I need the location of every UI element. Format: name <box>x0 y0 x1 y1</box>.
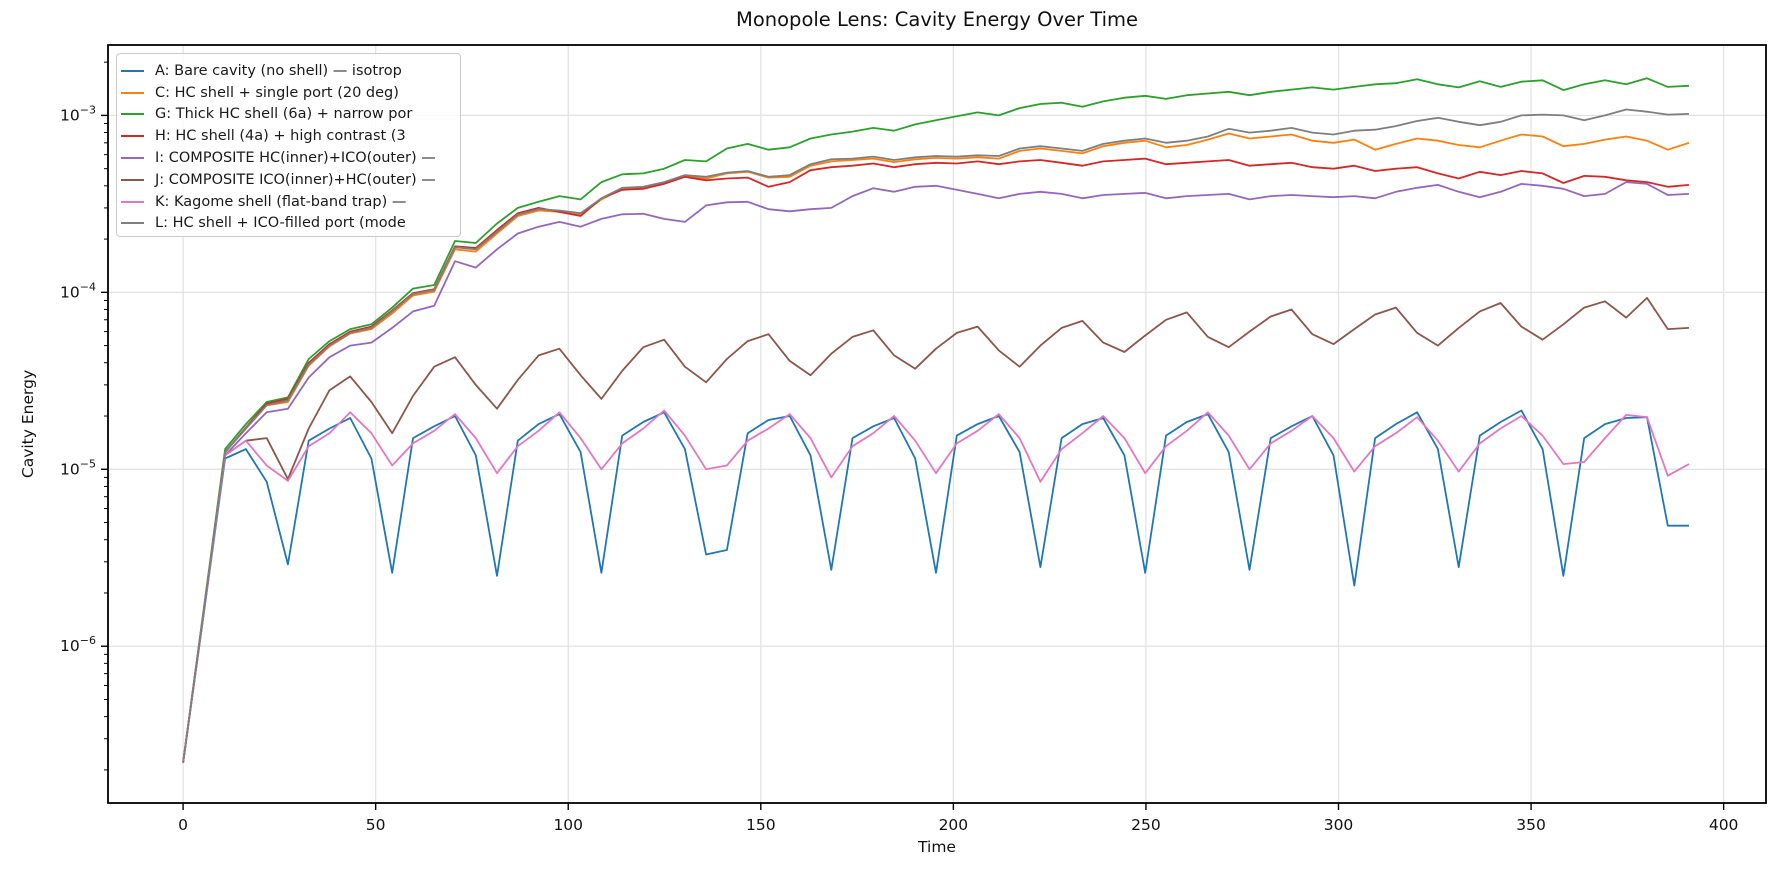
plot-border <box>107 44 1767 804</box>
x-tick-label: 100 <box>553 816 583 834</box>
legend: A: Bare cavity (no shell) — isotrop C: HC… <box>116 53 461 237</box>
legend-item: K: Kagome shell (flat-band trap) — <box>121 191 460 213</box>
legend-label: H: HC shell (4a) + high contrast (3 <box>155 128 406 145</box>
legend-swatch-h <box>121 135 144 138</box>
legend-label: L: HC shell + ICO-filled port (mode <box>155 215 406 232</box>
legend-item: I: COMPOSITE HC(inner)+ICO(outer) — <box>121 147 460 169</box>
legend-item: J: COMPOSITE ICO(inner)+HC(outer) — <box>121 169 460 191</box>
series-line-j <box>182 296 1690 763</box>
y-tick-label: 10−3 <box>60 103 96 124</box>
legend-label: J: COMPOSITE ICO(inner)+HC(outer) — <box>155 171 436 188</box>
legend-swatch-j <box>121 178 144 181</box>
legend-label: A: Bare cavity (no shell) — isotrop <box>155 62 402 79</box>
legend-swatch-i <box>121 157 144 160</box>
legend-label: I: COMPOSITE HC(inner)+ICO(outer) — <box>155 150 436 167</box>
x-tick-label: 200 <box>939 816 969 834</box>
x-tick-label: 0 <box>178 816 188 834</box>
tick-labels: 0 50 100 150 200 250 300 350 400 10−6 10−5 10−4 10−3 <box>60 103 1738 834</box>
legend-item: L: HC shell + ICO-filled port (mode <box>121 213 460 235</box>
y-tick-label: 10−5 <box>60 457 96 478</box>
series-line-l <box>182 108 1690 763</box>
x-tick-label: 150 <box>746 816 776 834</box>
legend-item: C: HC shell + single port (20 deg) <box>121 82 460 104</box>
legend-label: C: HC shell + single port (20 deg) <box>155 84 399 101</box>
series-line-c <box>182 132 1690 763</box>
axis-ticks <box>101 61 1725 810</box>
series-line-a <box>182 409 1689 763</box>
chart-title: Monopole Lens: Cavity Energy Over Time <box>736 8 1138 31</box>
legend-label: K: Kagome shell (flat-band trap) — <box>155 193 407 210</box>
legend-item: A: Bare cavity (no shell) — isotrop <box>121 60 460 82</box>
series-line-g <box>182 77 1690 763</box>
y-axis-label: Cavity Energy <box>19 369 37 479</box>
legend-swatch-a <box>121 69 144 72</box>
legend-swatch-c <box>121 91 144 94</box>
x-tick-label: 50 <box>366 816 386 834</box>
x-axis-label: Time <box>918 838 956 856</box>
y-tick-label: 10−4 <box>60 280 96 301</box>
gridlines <box>108 45 1766 803</box>
series-lines <box>182 77 1690 763</box>
series-line-k <box>182 409 1690 763</box>
legend-swatch-l <box>121 222 144 225</box>
legend-swatch-g <box>121 113 144 116</box>
x-tick-label: 300 <box>1324 816 1354 834</box>
legend-swatch-k <box>121 200 144 203</box>
series-line-i <box>182 181 1690 763</box>
legend-item: H: HC shell (4a) + high contrast (3 <box>121 125 460 147</box>
x-tick-label: 350 <box>1516 816 1546 834</box>
x-tick-label: 400 <box>1709 816 1739 834</box>
legend-item: G: Thick HC shell (6a) + narrow por <box>121 104 460 126</box>
x-tick-label: 250 <box>1131 816 1161 834</box>
y-tick-label: 10−6 <box>60 634 96 655</box>
legend-label: G: Thick HC shell (6a) + narrow por <box>155 106 413 123</box>
